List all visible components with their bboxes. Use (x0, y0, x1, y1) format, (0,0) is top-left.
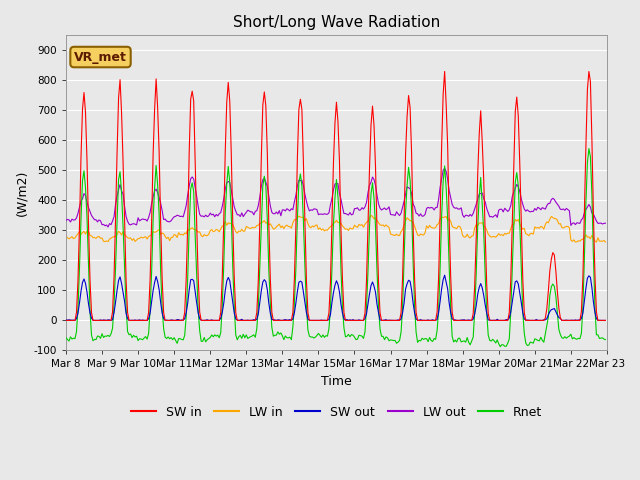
Text: VR_met: VR_met (74, 50, 127, 63)
Title: Short/Long Wave Radiation: Short/Long Wave Radiation (233, 15, 440, 30)
Legend: SW in, LW in, SW out, LW out, Rnet: SW in, LW in, SW out, LW out, Rnet (126, 401, 547, 424)
X-axis label: Time: Time (321, 375, 352, 388)
Y-axis label: (W/m2): (W/m2) (15, 170, 28, 216)
